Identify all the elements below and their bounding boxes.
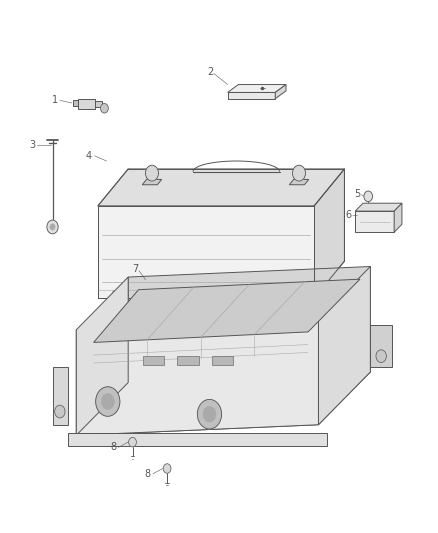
Polygon shape (76, 372, 371, 435)
Circle shape (55, 405, 65, 418)
Polygon shape (228, 85, 286, 92)
Circle shape (376, 350, 386, 362)
Circle shape (293, 165, 305, 181)
Polygon shape (78, 99, 95, 109)
Circle shape (145, 165, 159, 181)
Circle shape (233, 290, 239, 297)
Text: 7: 7 (133, 264, 139, 274)
Text: 6: 6 (346, 210, 352, 220)
Text: 8: 8 (110, 442, 116, 453)
Polygon shape (289, 180, 309, 185)
Text: 3: 3 (29, 140, 35, 150)
Polygon shape (76, 319, 318, 435)
Circle shape (264, 290, 270, 297)
Circle shape (112, 290, 118, 297)
Polygon shape (98, 206, 314, 298)
Circle shape (95, 387, 120, 416)
Text: 8: 8 (145, 469, 151, 479)
Polygon shape (275, 85, 286, 99)
Polygon shape (394, 203, 402, 232)
Circle shape (198, 399, 222, 429)
Polygon shape (98, 169, 344, 206)
Polygon shape (128, 266, 371, 383)
Circle shape (203, 290, 209, 297)
Polygon shape (76, 277, 128, 435)
Polygon shape (73, 100, 78, 106)
Circle shape (101, 393, 114, 409)
Polygon shape (94, 279, 360, 342)
Text: 2: 2 (207, 67, 213, 77)
Polygon shape (212, 356, 233, 365)
Polygon shape (143, 356, 164, 365)
Circle shape (163, 464, 171, 473)
Circle shape (100, 103, 108, 113)
Circle shape (50, 224, 55, 230)
Polygon shape (355, 211, 394, 232)
Circle shape (142, 290, 148, 297)
Circle shape (129, 438, 136, 447)
Text: 4: 4 (85, 151, 92, 161)
Polygon shape (53, 367, 67, 425)
Polygon shape (371, 325, 392, 367)
Text: 5: 5 (354, 189, 360, 199)
Polygon shape (142, 180, 162, 185)
Polygon shape (314, 169, 344, 298)
Circle shape (294, 290, 300, 297)
Circle shape (364, 191, 372, 201)
Polygon shape (355, 203, 402, 211)
Polygon shape (95, 101, 102, 107)
Circle shape (173, 290, 179, 297)
Polygon shape (228, 92, 275, 99)
Circle shape (203, 406, 216, 422)
Polygon shape (177, 356, 199, 365)
Text: 1: 1 (52, 95, 58, 106)
Circle shape (47, 220, 58, 234)
Polygon shape (67, 433, 327, 446)
Polygon shape (318, 266, 371, 425)
